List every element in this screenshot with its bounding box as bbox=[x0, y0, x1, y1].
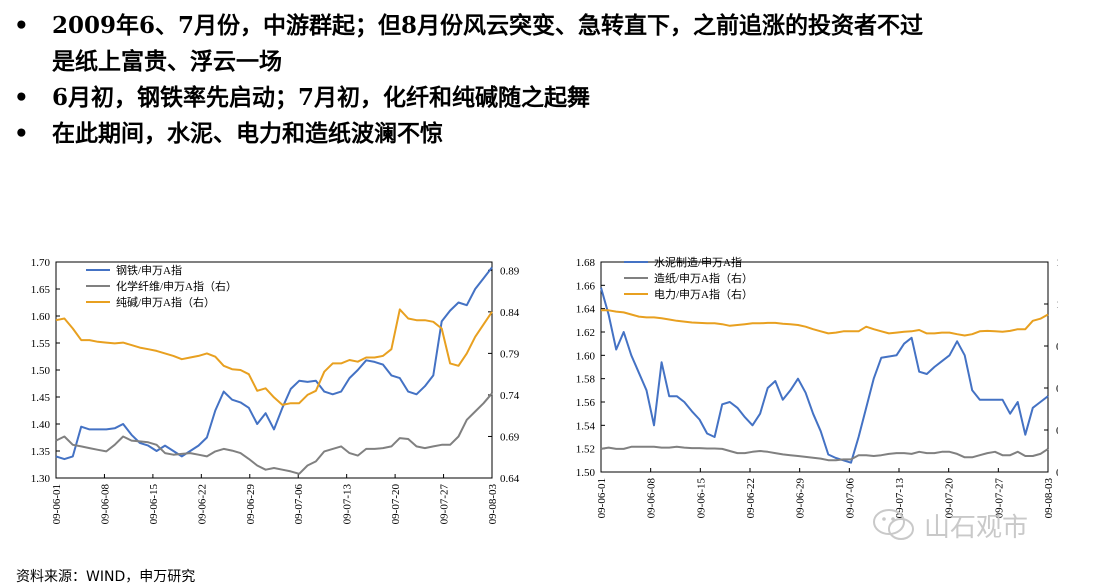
x-tick-label: 09-06-01 bbox=[596, 478, 608, 518]
source-note: 资料来源：WIND，申万研究 bbox=[16, 569, 196, 585]
left-tick-label: 1.62 bbox=[576, 327, 595, 339]
bullet-item: • 6月初，钢铁率先启动；7月初，化纤和纯碱随之起舞 bbox=[0, 80, 1111, 116]
legend-label: 钢铁/申万A指 bbox=[116, 263, 182, 277]
x-tick-label: 09-07-27 bbox=[439, 484, 451, 525]
left-tick-label: 1.68 bbox=[576, 257, 596, 269]
bullet-dot-icon: • bbox=[14, 13, 29, 39]
right-tick-label: 0.74 bbox=[500, 390, 520, 402]
wechat-logo-icon bbox=[873, 509, 914, 540]
left-tick-label: 1.55 bbox=[31, 338, 51, 350]
x-tick-label: 09-06-22 bbox=[196, 484, 208, 524]
bullet-dot-icon: • bbox=[14, 85, 29, 111]
right-tick-label: 0.69 bbox=[500, 431, 520, 443]
x-tick-label: 09-07-06 bbox=[293, 484, 305, 525]
left-tick-label: 1.45 bbox=[31, 392, 51, 404]
bullet-continuation: 是纸上富贵、浮云一场 bbox=[0, 44, 1111, 80]
right-tick-label: 0.64 bbox=[500, 473, 520, 485]
left-tick-label: 1.54 bbox=[576, 420, 596, 432]
chart-steel-fiber-soda: 1.30 1.35 1.40 1.45 1.50 1.55 1.60 1.65 1.70 0.64… bbox=[26, 240, 526, 554]
left-tick-label: 1.60 bbox=[31, 311, 51, 323]
left-tick-label: 1.52 bbox=[576, 444, 595, 456]
left-tick-label: 1.66 bbox=[576, 280, 596, 292]
legend-label: 水泥制造/申万A指 bbox=[654, 255, 742, 269]
x-tick-label: 09-06-01 bbox=[51, 484, 63, 524]
left-tick-label: 1.58 bbox=[576, 374, 596, 386]
series-line bbox=[55, 266, 493, 461]
chart-cement-paper-power: 1.50 1.52 1.54 1.56 1.58 1.60 1.62 1.64 1.66 1.68… bbox=[558, 240, 1076, 554]
x-tick-label: 09-06-15 bbox=[695, 478, 707, 519]
right-tick-label: 0.89 bbox=[500, 265, 520, 277]
x-tick-label: 09-07-20 bbox=[944, 478, 956, 519]
x-tick-label: 09-06-29 bbox=[795, 478, 807, 519]
left-tick-label: 1.56 bbox=[576, 397, 596, 409]
bullet-item: • 在此期间，水泥、电力和造纸波澜不惊 bbox=[0, 116, 1111, 152]
left-tick-label: 1.35 bbox=[31, 446, 51, 458]
legend-label: 电力/申万A指（右） bbox=[654, 287, 753, 301]
x-tick-label: 09-07-13 bbox=[342, 484, 354, 525]
series-line bbox=[601, 309, 1049, 337]
left-tick-label: 1.50 bbox=[576, 467, 596, 479]
series-line bbox=[600, 445, 1049, 462]
bullet-text: 在此期间，水泥、电力和造纸波澜不惊 bbox=[52, 120, 443, 147]
chart-left-svg: 1.30 1.35 1.40 1.45 1.50 1.55 1.60 1.65 1.70 0.64… bbox=[31, 257, 520, 525]
x-tick-label: 09-08-03 bbox=[1043, 478, 1055, 519]
x-tick-label: 09-07-27 bbox=[993, 478, 1005, 519]
right-tick-label: 0.70 bbox=[1056, 425, 1058, 437]
x-tick-label: 09-08-03 bbox=[487, 484, 499, 525]
x-tick-label: 09-06-29 bbox=[245, 484, 257, 525]
x-tick-label: 09-06-15 bbox=[148, 484, 160, 525]
legend-label: 纯碱/申万A指（右） bbox=[116, 295, 215, 309]
series-line bbox=[600, 287, 1049, 464]
left-tick-label: 1.70 bbox=[31, 257, 51, 269]
left-tick-label: 1.40 bbox=[31, 419, 51, 431]
legend-label: 化学纤维/申万A指（右） bbox=[116, 279, 237, 293]
bullet-list: • 2009年6、7月份，中游群起；但8月份风云突变、急转直下，之前追涨的投资者… bbox=[0, 8, 1111, 152]
right-tick-label: 0.80 bbox=[1056, 383, 1058, 395]
bullet-text: 2009年6、7月份，中游群起；但8月份风云突变、急转直下，之前追涨的投资者不过 bbox=[52, 12, 924, 39]
right-tick-label: 0.60 bbox=[1056, 467, 1058, 479]
right-tick-label: 0.90 bbox=[1056, 341, 1058, 353]
x-tick-label: 09-07-13 bbox=[894, 478, 906, 519]
legend-label: 造纸/申万A指（右） bbox=[654, 271, 753, 285]
bullet-text: 6月初，钢铁率先启动；7月初，化纤和纯碱随之起舞 bbox=[52, 84, 591, 111]
right-tick-label: 0.84 bbox=[500, 307, 520, 319]
watermark-text: 山石观市 bbox=[924, 512, 1029, 543]
series-line bbox=[55, 392, 493, 475]
right-tick-label: 0.79 bbox=[500, 348, 520, 360]
left-tick-label: 1.65 bbox=[31, 284, 51, 296]
bullet-dot-icon: • bbox=[14, 121, 29, 147]
series-line bbox=[55, 308, 493, 406]
right-tick-label: 1.00 bbox=[1056, 299, 1058, 311]
x-tick-label: 09-06-08 bbox=[646, 478, 658, 519]
x-tick-label: 09-07-06 bbox=[844, 478, 856, 519]
x-tick-label: 09-06-22 bbox=[745, 478, 757, 518]
x-tick-label: 09-06-08 bbox=[99, 484, 111, 525]
left-tick-label: 1.30 bbox=[31, 473, 51, 485]
x-tick-label: 09-07-20 bbox=[390, 484, 402, 525]
bullet-item: • 2009年6、7月份，中游群起；但8月份风云突变、急转直下，之前追涨的投资者… bbox=[0, 8, 1111, 44]
watermark: 山石观市 bbox=[872, 500, 1092, 550]
plot-frame bbox=[55, 261, 493, 479]
left-tick-label: 1.60 bbox=[576, 350, 596, 362]
plot-frame bbox=[600, 261, 1049, 473]
chart-right-svg: 1.50 1.52 1.54 1.56 1.58 1.60 1.62 1.64 1.66 1.68… bbox=[576, 255, 1076, 519]
right-tick-label: 1.10 bbox=[1056, 257, 1058, 269]
bullet-text: 是纸上富贵、浮云一场 bbox=[52, 48, 282, 75]
left-tick-label: 1.50 bbox=[31, 365, 51, 377]
left-tick-label: 1.64 bbox=[576, 304, 596, 316]
